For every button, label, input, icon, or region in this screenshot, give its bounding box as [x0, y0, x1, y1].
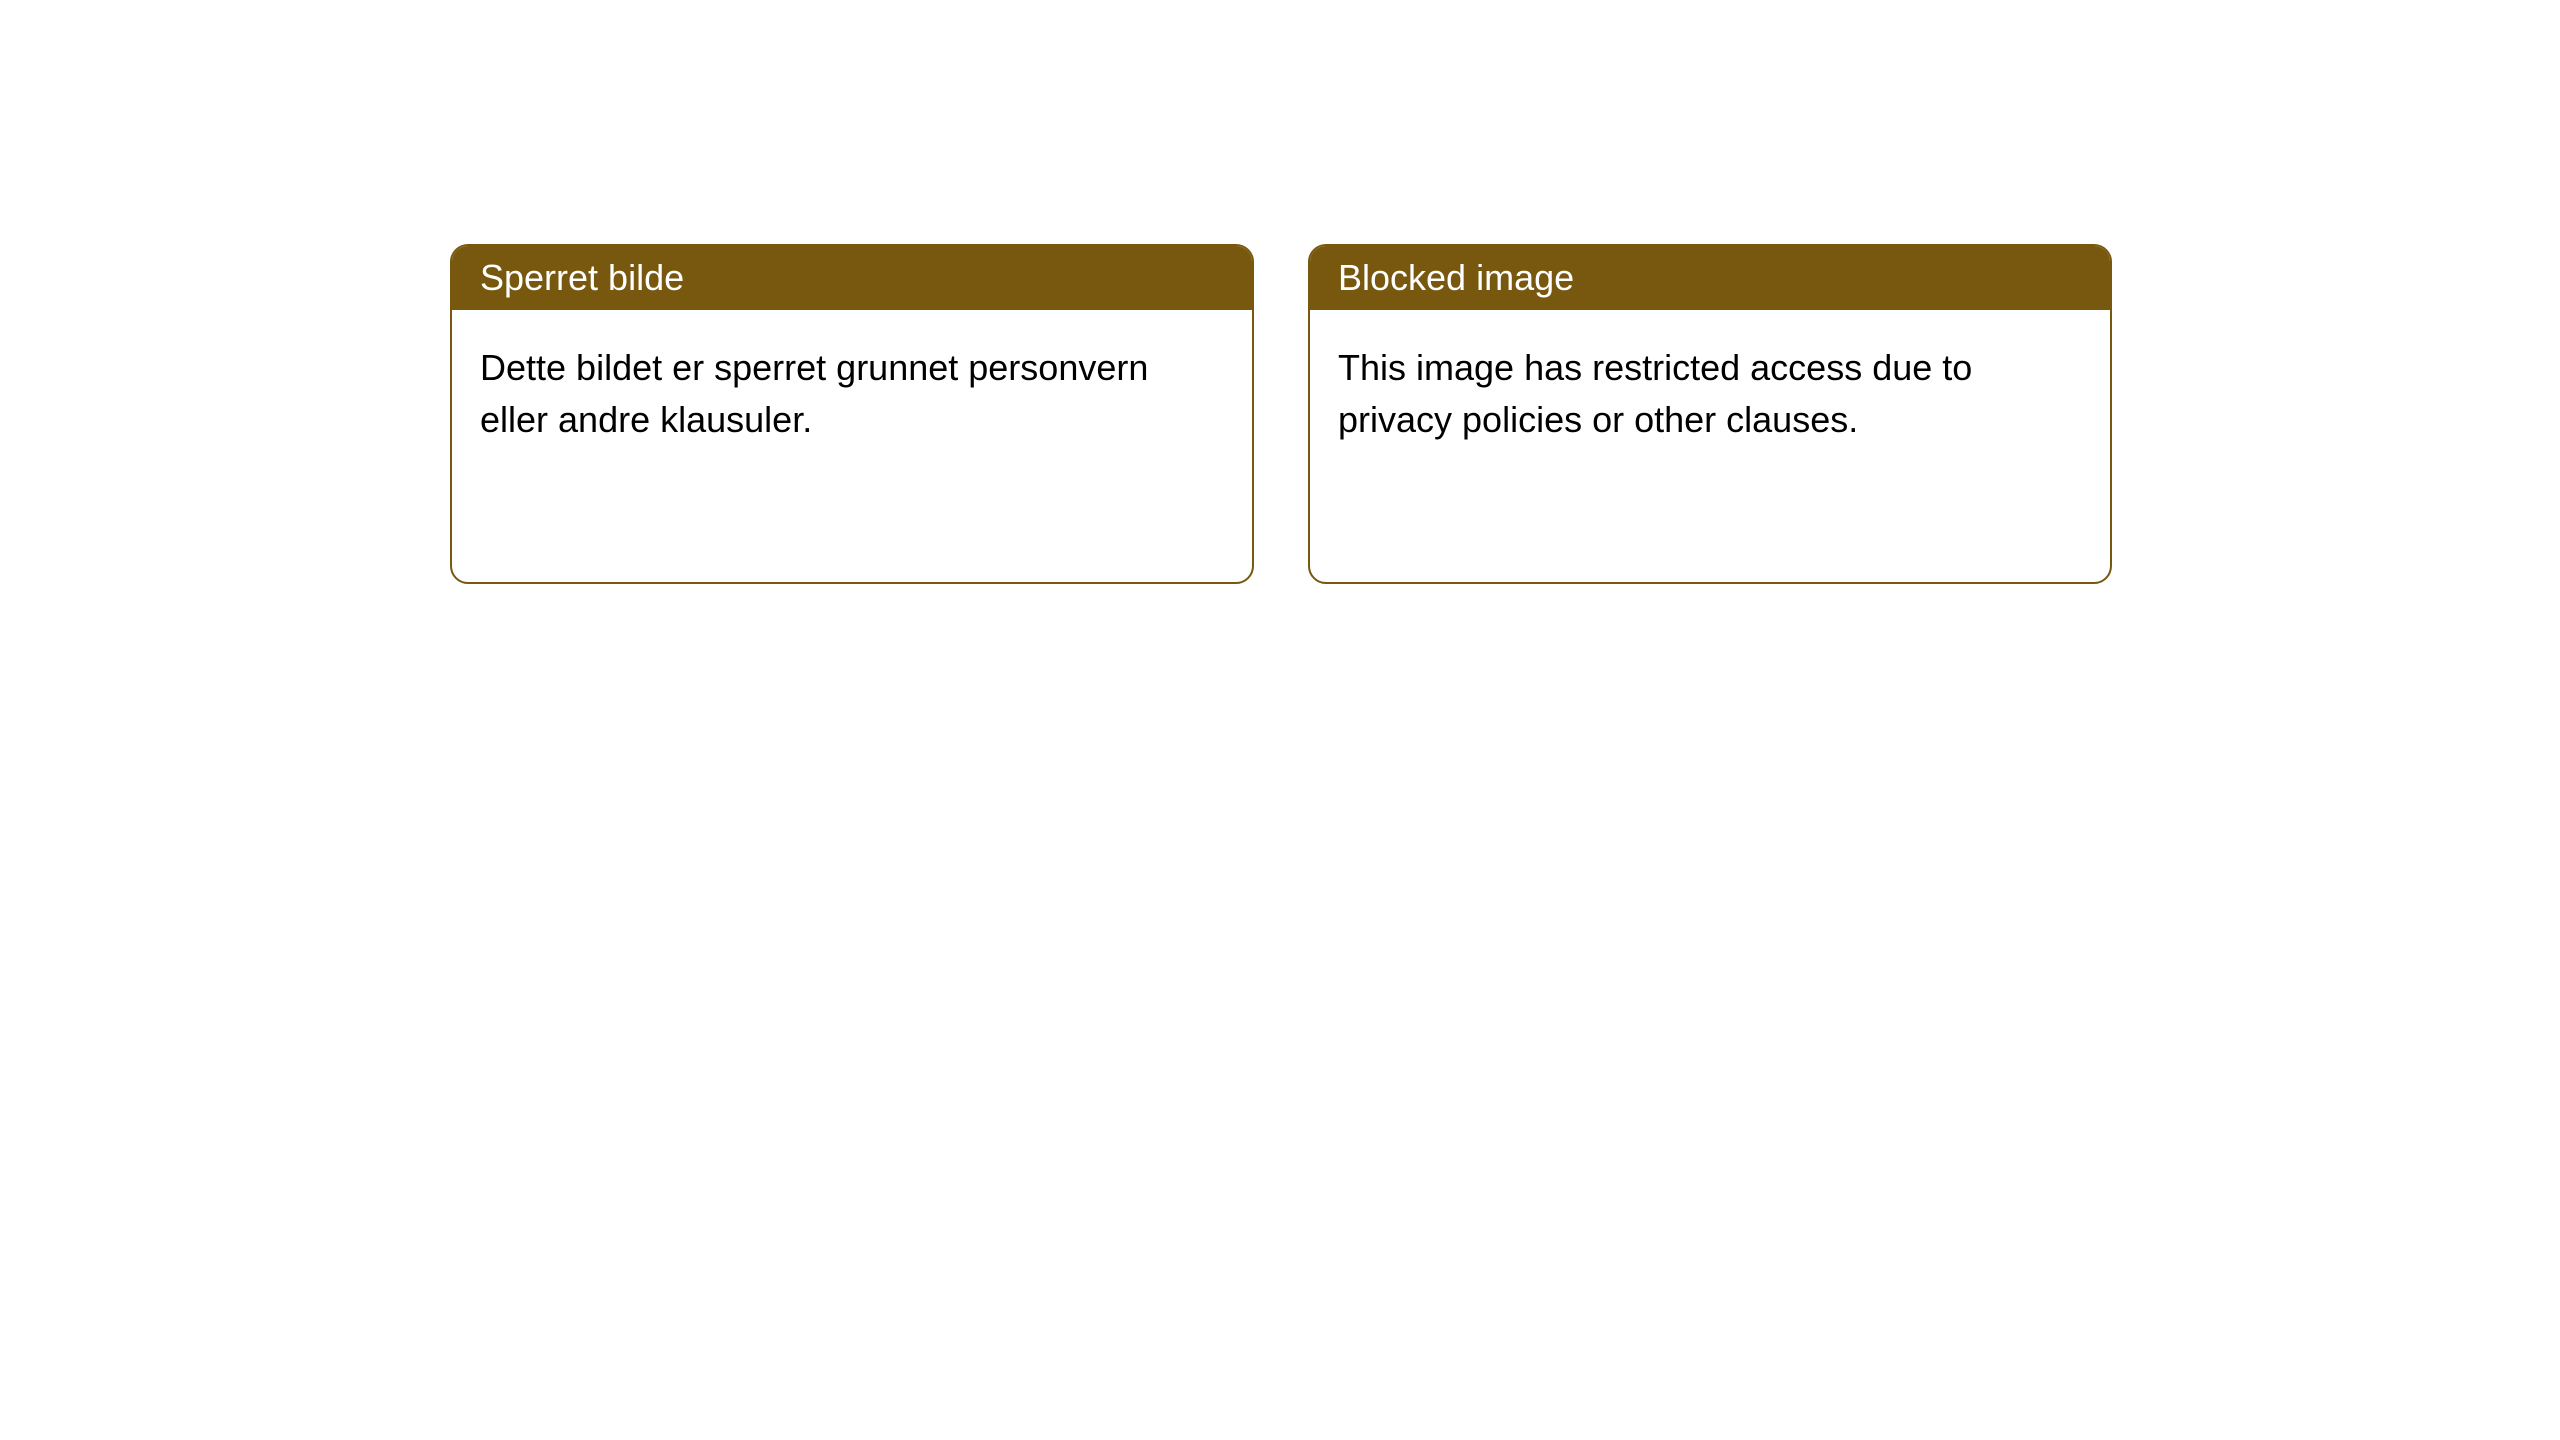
notice-container: Sperret bilde Dette bildet er sperret gr… [0, 0, 2560, 584]
notice-title-english: Blocked image [1310, 246, 2110, 310]
notice-title-norwegian: Sperret bilde [452, 246, 1252, 310]
notice-text-norwegian: Dette bildet er sperret grunnet personve… [480, 342, 1180, 446]
notice-text-english: This image has restricted access due to … [1338, 342, 2038, 446]
notice-card-english: Blocked image This image has restricted … [1308, 244, 2112, 584]
notice-body-norwegian: Dette bildet er sperret grunnet personve… [452, 310, 1252, 582]
notice-body-english: This image has restricted access due to … [1310, 310, 2110, 582]
notice-card-norwegian: Sperret bilde Dette bildet er sperret gr… [450, 244, 1254, 584]
